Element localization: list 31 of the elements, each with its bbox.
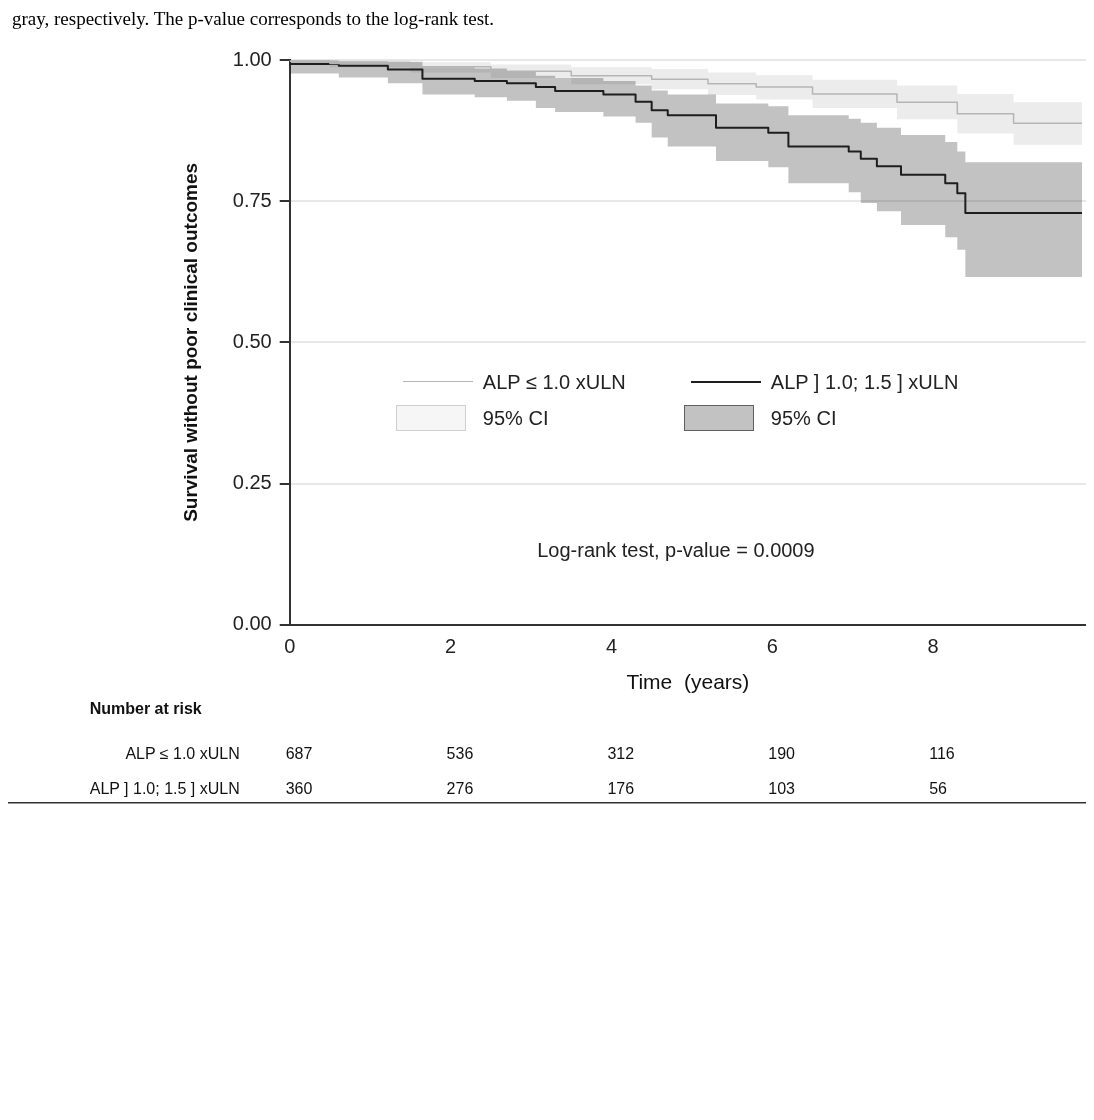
x-tick-label: 4 <box>605 635 618 658</box>
text: 103 <box>768 780 796 798</box>
x-tick-label: 6 <box>766 635 778 658</box>
text: 190 <box>768 745 796 763</box>
text: 687 <box>285 745 313 763</box>
text: ALP ] 1.0; 1.5 ] xULN <box>89 780 240 798</box>
y-tick-label: 0.75 <box>232 188 272 211</box>
text: 536 <box>446 745 474 763</box>
annotation: 95% CI <box>770 405 837 430</box>
legend-label: ALP ≤ 1.0 xULN <box>482 369 626 394</box>
x-tick-label: 0 <box>284 635 296 658</box>
text: Number at risk <box>89 700 202 718</box>
y-axis-title: Survival without poor clinical outcomes <box>179 162 201 522</box>
text: ALP ≤ 1.0 xULN <box>125 745 240 763</box>
x-tick-label: 8 <box>927 635 939 658</box>
text: 360 <box>285 780 313 798</box>
y-tick-label: 0.25 <box>232 471 272 494</box>
y-tick-label: 0.50 <box>232 329 272 352</box>
text: 312 <box>607 745 635 763</box>
legend-label: ALP ] 1.0; 1.5 ] xULN <box>770 369 959 394</box>
y-tick-label: 0.00 <box>232 612 272 635</box>
text: 176 <box>607 780 635 798</box>
y-tick-label: 1.00 <box>232 47 272 70</box>
text: gray, respectively. The p-value corresponds to the log-rank test. <box>11 8 496 31</box>
text: 276 <box>446 780 474 798</box>
annotation: Log-rank test, p-value = 0.0009 <box>537 538 815 561</box>
x-tick-label: 2 <box>445 635 457 658</box>
x-axis-title: Time (years) <box>626 670 750 694</box>
annotation: 95% CI <box>482 405 549 430</box>
text: 116 <box>929 745 955 763</box>
text: 56 <box>929 780 948 798</box>
